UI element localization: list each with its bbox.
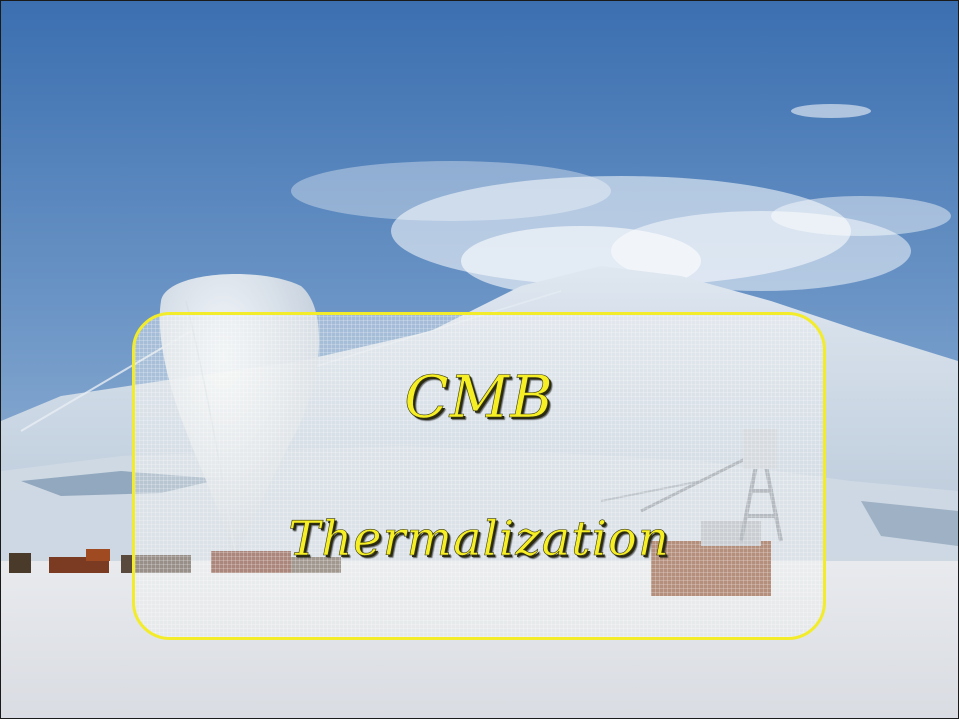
balloon <box>159 274 320 551</box>
vehicles <box>9 521 771 596</box>
gondola <box>743 429 777 469</box>
slide-title: CMB <box>404 363 554 432</box>
mountain-shadow-right <box>861 501 958 546</box>
tether-line-2 <box>300 290 562 372</box>
slide-subtitle: Thermalization <box>288 511 670 568</box>
mountain-shadow <box>21 471 221 496</box>
title-box: CMB Thermalization <box>132 312 826 640</box>
balloon-seam <box>185 300 236 552</box>
